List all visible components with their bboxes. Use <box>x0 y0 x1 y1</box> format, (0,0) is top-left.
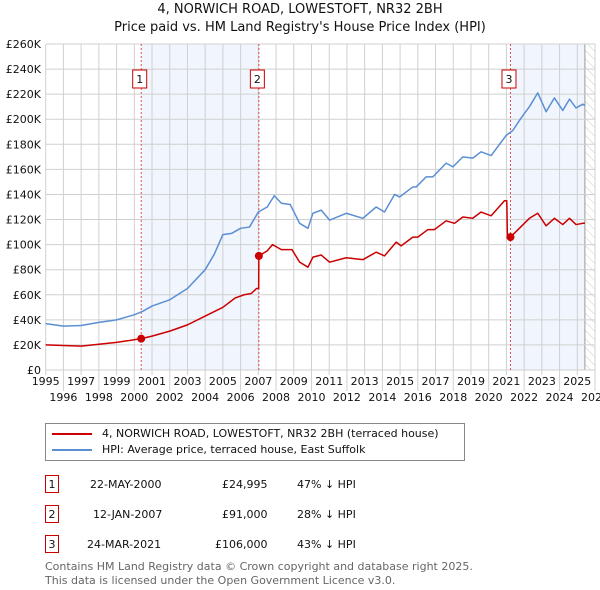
legend-label: 4, NORWICH ROAD, LOWESTOFT, NR32 2BH (te… <box>102 427 439 440</box>
x-tick-label: 2022 <box>510 391 538 404</box>
x-tick-label: 2017 <box>422 375 450 388</box>
y-tick-label: £40K <box>13 314 42 327</box>
y-tick-label: £240K <box>6 63 42 76</box>
x-tick-label: 1999 <box>103 375 131 388</box>
x-tick-label: 2001 <box>138 375 166 388</box>
price-paid-line <box>45 199 585 347</box>
sale-label-border <box>249 69 265 89</box>
x-tick-label: 2011 <box>315 375 343 388</box>
sale-hpi-diff: 28% ↓ HPI <box>297 508 356 521</box>
x-tick-label: 2008 <box>262 391 290 404</box>
x-tick-label: 1997 <box>67 375 95 388</box>
x-tick-label: 2002 <box>156 391 184 404</box>
sale-marker-badge: 2 <box>45 505 59 523</box>
x-tick-label: 2004 <box>191 391 219 404</box>
x-tick-label: 2019 <box>457 375 485 388</box>
plot-area: 1995 1996 1997 1998 1999 2000 2001 2002 2003 2004… <box>6 38 600 404</box>
sale-price: £24,995 <box>222 478 268 491</box>
sale-row: 3 24-MAR-2021 £106,000 43% ↓ HPI <box>45 535 445 555</box>
sale-point <box>506 233 515 242</box>
forecast-hatch <box>584 44 595 370</box>
sale-date: 24-MAR-2021 <box>87 538 162 551</box>
legend-swatch-blue <box>52 449 92 451</box>
y-tick-label: £0 <box>27 364 41 377</box>
x-tick-label: 2023 <box>528 375 556 388</box>
x-tick-label: 2018 <box>439 391 467 404</box>
sale-marker-badge: 3 <box>45 535 59 553</box>
footer-licence: This data is licensed under the Open Gov… <box>45 574 396 587</box>
x-tick-label: 1996 <box>49 391 77 404</box>
hpi-line <box>45 92 586 327</box>
y-tick-label: £120K <box>6 214 42 227</box>
x-tick-label: 2021 <box>492 375 520 388</box>
y-tick-label: £180K <box>6 138 42 151</box>
x-tick-label: 1995 <box>32 375 60 388</box>
sale-marker-badge: 1 <box>45 475 59 493</box>
sale-label-box: 3 <box>501 69 517 89</box>
x-tick-label: 2015 <box>386 375 414 388</box>
footer-copyright: Contains HM Land Registry data © Crown c… <box>45 560 473 573</box>
x-tick-label: 2025 <box>563 375 591 388</box>
x-tick-label: 2014 <box>368 391 396 404</box>
x-tick-label: 2016 <box>404 391 432 404</box>
x-tick-label: 2009 <box>280 375 308 388</box>
sale-label-number: 3 <box>505 73 512 86</box>
x-tick-label: 2005 <box>209 375 237 388</box>
y-tick-label: £160K <box>6 163 42 176</box>
y-tick-label: £60K <box>13 289 42 302</box>
legend-label: HPI: Average price, terraced house, East… <box>102 443 366 456</box>
sale-date: 12-JAN-2007 <box>93 508 163 521</box>
y-tick-label: £220K <box>6 88 42 101</box>
chart-subtitle: Price paid vs. HM Land Registry's House … <box>114 20 486 35</box>
sale-price: £91,000 <box>222 508 268 521</box>
shaded-period <box>141 44 259 370</box>
x-tick-label: 2026 <box>581 391 600 404</box>
sale-label-box: 1 <box>132 69 148 89</box>
y-tick-label: £200K <box>6 113 42 126</box>
sale-date: 22-MAY-2000 <box>90 478 162 491</box>
y-tick-label: £140K <box>6 188 42 201</box>
x-tick-label: 2007 <box>244 375 272 388</box>
sale-label-number: 2 <box>254 73 261 86</box>
sale-point <box>254 251 263 260</box>
x-tick-label: 2012 <box>333 391 361 404</box>
sale-hpi-diff: 43% ↓ HPI <box>297 538 356 551</box>
y-tick-label: £100K <box>6 239 42 252</box>
sale-point <box>137 334 146 343</box>
legend-item-property: 4, NORWICH ROAD, LOWESTOFT, NR32 2BH (te… <box>52 427 439 441</box>
legend-item-hpi: HPI: Average price, terraced house, East… <box>52 443 365 457</box>
x-tick-label: 2020 <box>475 391 503 404</box>
sale-row: 1 22-MAY-2000 £24,995 47% ↓ HPI <box>45 475 445 495</box>
sale-price: £106,000 <box>215 538 268 551</box>
y-tick-label: £80K <box>13 264 42 277</box>
y-tick-label: £260K <box>6 38 42 51</box>
x-tick-label: 2013 <box>351 375 379 388</box>
x-tick-label: 2006 <box>227 391 255 404</box>
x-tick-label: 1998 <box>85 391 113 404</box>
x-tick-label: 2003 <box>173 375 201 388</box>
sale-label-number: 1 <box>136 73 143 86</box>
sale-hpi-diff: 47% ↓ HPI <box>297 478 356 491</box>
sale-row: 2 12-JAN-2007 £91,000 28% ↓ HPI <box>45 505 445 525</box>
x-tick-label: 2024 <box>546 391 574 404</box>
y-tick-label: £20K <box>13 339 42 352</box>
legend-swatch-red <box>52 433 92 435</box>
sale-label-box: 2 <box>249 69 265 89</box>
shaded-period <box>510 44 585 370</box>
chart-title: 4, NORWICH ROAD, LOWESTOFT, NR32 2BH <box>157 2 443 17</box>
legend: 4, NORWICH ROAD, LOWESTOFT, NR32 2BH (te… <box>45 423 465 461</box>
sale-label-border <box>501 69 517 89</box>
x-tick-label: 2000 <box>120 391 148 404</box>
sale-label-border <box>132 69 148 89</box>
x-tick-label: 2010 <box>297 391 325 404</box>
